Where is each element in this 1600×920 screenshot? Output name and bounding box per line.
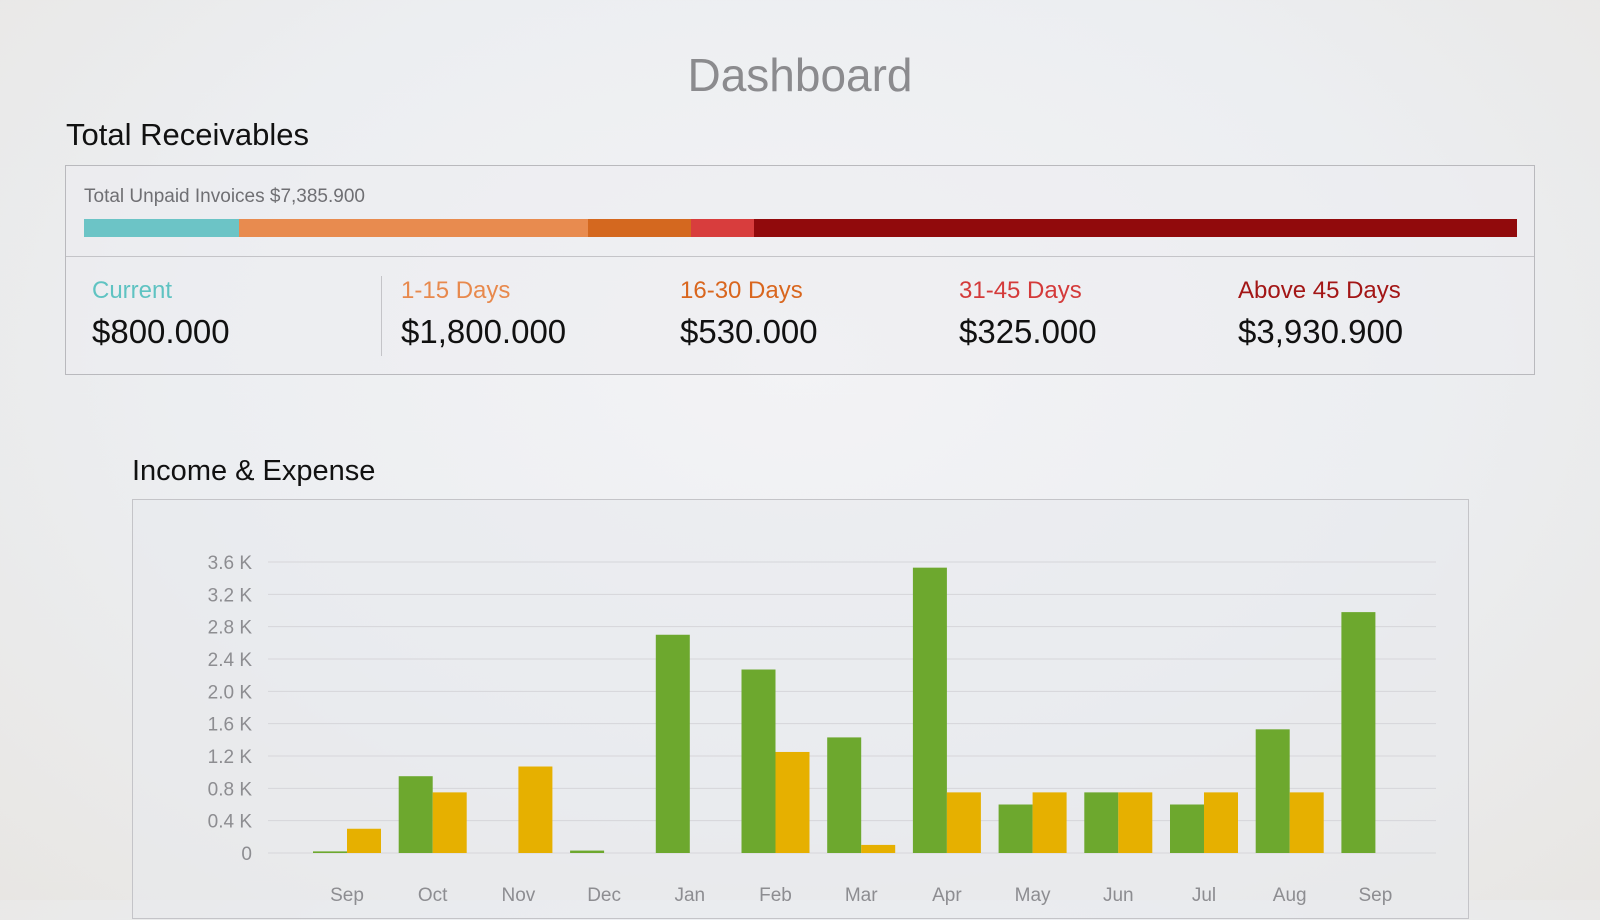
bar xyxy=(1204,792,1238,853)
receivables-title: Total Receivables xyxy=(66,117,309,152)
bucket-value: $530.000 xyxy=(680,313,818,350)
x-tick-label: Jun xyxy=(1103,885,1134,906)
y-tick-label: 3.2 K xyxy=(208,585,253,606)
bar xyxy=(1255,729,1290,853)
aging-bar xyxy=(84,219,1517,237)
y-tick-label: 0.8 K xyxy=(208,779,253,800)
bar xyxy=(741,669,776,853)
x-tick-label: Aug xyxy=(1273,885,1307,906)
bar xyxy=(1032,792,1067,853)
bar xyxy=(1289,792,1324,853)
x-tick-label: Feb xyxy=(759,885,792,906)
income-expense-title: Income & Expense xyxy=(132,455,376,487)
x-tick-label: Jul xyxy=(1192,885,1216,906)
bar xyxy=(1118,792,1153,853)
aging-bar-segment xyxy=(691,219,755,237)
y-tick-label: 1.6 K xyxy=(208,715,253,736)
income-expense-chart-card: 0 0.4 K 0.8 K 1.2 K 1.6 K 2.0 K 2.4 K 2.8 K 3.2 … xyxy=(132,499,1469,919)
aging-bar-segment xyxy=(239,219,589,237)
income-expense-chart: 0 0.4 K 0.8 K 1.2 K 1.6 K 2.0 K 2.4 K 2.8 K 3.2 … xyxy=(208,553,1436,906)
y-tick-label: 2.4 K xyxy=(208,650,253,671)
y-tick-label: 0 xyxy=(241,844,252,865)
aging-bar-segment xyxy=(754,219,1517,237)
x-tick-label: Dec xyxy=(587,885,621,906)
x-tick-label: Apr xyxy=(932,885,962,906)
receivables-card[interactable]: Total Unpaid Invoices $7,385.900 Current… xyxy=(65,165,1535,375)
page-title: Dashboard xyxy=(687,49,913,101)
bar xyxy=(570,850,605,853)
bar xyxy=(347,828,381,853)
aging-bar-segment xyxy=(588,219,692,237)
x-tick-label: Sep xyxy=(330,885,364,906)
bucket-current[interactable]: Current $800.000 xyxy=(92,277,230,351)
aging-buckets: Current $800.000 1-15 Days $1,800.000 16… xyxy=(66,257,1534,376)
bar xyxy=(1341,612,1376,853)
bucket-31-45-days[interactable]: 31-45 Days $325.000 xyxy=(959,277,1097,351)
bucket-value: $3,930.900 xyxy=(1238,313,1404,350)
bucket-label: 31-45 Days xyxy=(959,277,1082,304)
y-tick-label: 0.4 K xyxy=(208,812,253,833)
bar xyxy=(775,751,810,853)
bucket-1-15-days[interactable]: 1-15 Days $1,800.000 xyxy=(401,277,566,351)
x-tick-label: Oct xyxy=(418,885,448,906)
bucket-divider xyxy=(381,276,382,356)
bucket-16-30-days[interactable]: 16-30 Days $530.000 xyxy=(680,277,818,351)
bucket-label: Current xyxy=(92,277,173,304)
x-tick-label: Sep xyxy=(1358,885,1392,906)
total-unpaid-label: Total Unpaid Invoices $7,385.900 xyxy=(84,186,365,207)
bar xyxy=(946,792,981,853)
bar xyxy=(432,792,467,853)
bar xyxy=(827,737,862,853)
bar xyxy=(655,634,690,853)
bucket-value: $1,800.000 xyxy=(401,313,567,350)
bucket-value: $800.000 xyxy=(92,313,230,350)
bar xyxy=(313,851,347,853)
bar xyxy=(998,804,1033,853)
x-tick-label: Jan xyxy=(674,885,705,906)
bar xyxy=(398,776,433,853)
bar xyxy=(518,766,553,853)
bucket-label: 1-15 Days xyxy=(401,277,511,304)
bucket-value: $325.000 xyxy=(959,313,1097,350)
y-tick-label: 1.2 K xyxy=(208,747,253,768)
bar xyxy=(912,567,947,853)
bucket-label: 16-30 Days xyxy=(680,277,803,304)
x-tick-label: Nov xyxy=(502,885,536,906)
bucket-label: Above 45 Days xyxy=(1238,277,1401,304)
receivables-summary: Total Unpaid Invoices $7,385.900 xyxy=(66,166,1534,257)
bar xyxy=(1170,804,1204,853)
aging-bar-segment xyxy=(84,219,240,237)
x-tick-label: May xyxy=(1015,885,1051,906)
bar xyxy=(861,844,896,853)
y-tick-label: 2.8 K xyxy=(208,618,253,639)
y-tick-label: 3.6 K xyxy=(208,553,253,574)
x-tick-label: Mar xyxy=(845,885,878,906)
bar xyxy=(1084,792,1119,853)
bucket-above-45-days[interactable]: Above 45 Days $3,930.900 xyxy=(1238,277,1403,351)
y-tick-label: 2.0 K xyxy=(208,682,253,703)
